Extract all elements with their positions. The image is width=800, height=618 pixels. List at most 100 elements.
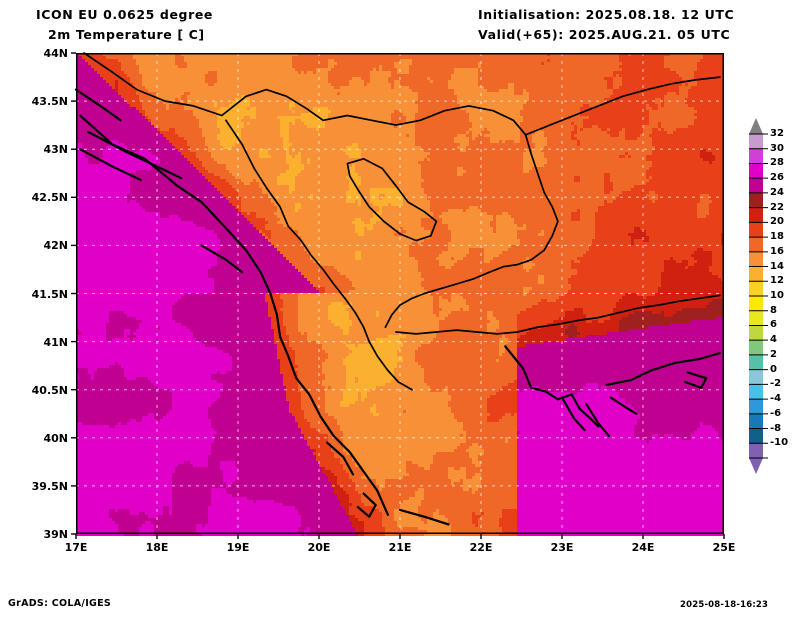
colorbar-tick-label: 20 (770, 216, 784, 228)
coastline (79, 148, 142, 182)
country-border (83, 52, 324, 122)
colorbar-tick-label: -6 (770, 407, 782, 419)
coastline (326, 441, 355, 476)
colorbar-tick-label: 14 (770, 260, 784, 272)
country-border (225, 119, 413, 391)
coastline (74, 88, 122, 122)
y-tick-label: 40.5N (31, 383, 68, 397)
y-tick-label: 41.5N (31, 287, 68, 301)
colorbar-tick-label: 16 (770, 245, 784, 257)
y-tick-label: 40N (43, 431, 68, 445)
colorbar-tick-label: 2 (770, 348, 777, 360)
colorbar-over-arrow (749, 118, 763, 134)
colorbar-band (749, 428, 763, 444)
colorbar-swatches (749, 118, 768, 474)
initialisation-label: Initialisation: 2025.08.18. 12 UTC (478, 7, 735, 22)
colorbar-tick-label: 28 (770, 157, 784, 169)
country-border (524, 76, 721, 136)
coastline (398, 508, 450, 526)
colorbar-band (749, 443, 763, 459)
colorbar-band (749, 148, 763, 165)
colorbar-band (749, 134, 763, 150)
colorbar-tick-label: -8 (770, 422, 782, 434)
colorbar-band (749, 296, 763, 312)
coastline (79, 114, 389, 516)
temperature-map-plot (71, 52, 725, 539)
colorbar-tick-label: 4 (770, 334, 777, 346)
x-tick-label: 22E (469, 541, 493, 554)
colorbar-tick-label: 18 (770, 231, 784, 243)
x-tick-label: 18E (145, 541, 169, 554)
colorbar-band (749, 251, 763, 268)
colorbar-tick-label: 10 (770, 290, 784, 301)
colorbar-band (749, 281, 763, 297)
colorbar-tick-label: 6 (770, 319, 777, 331)
colorbar-under-arrow (749, 458, 763, 474)
coastline (504, 345, 600, 428)
x-tick-label: 24E (631, 541, 655, 554)
colorbar-band (749, 325, 763, 341)
field-title: 2m Temperature [ C] (48, 27, 205, 42)
colorbar-band (749, 399, 763, 415)
valid-time-label: Valid(+65): 2025.AUG.21. 05 UTC (478, 27, 731, 42)
y-tick-label: 41N (43, 335, 68, 349)
temperature-field-svg (71, 52, 725, 539)
colorbar-band (749, 310, 763, 327)
colorbar-band (749, 178, 763, 194)
render-timestamp: 2025-08-18-16:23 (680, 600, 769, 610)
plot-frame (76, 53, 724, 534)
coastlines-and-borders (74, 52, 721, 526)
colorbar-tick-label: 26 (770, 172, 784, 184)
coastline (609, 396, 638, 415)
y-tick-label: 43.5N (31, 95, 68, 109)
colorbar-tick-label: 12 (770, 275, 784, 287)
y-tick-label: 42.5N (31, 191, 68, 205)
coastline (200, 244, 244, 274)
x-tick-label: 21E (388, 541, 412, 554)
country-border (597, 294, 721, 319)
coastline (356, 492, 377, 518)
colorbar-band (749, 413, 763, 430)
country-border (395, 316, 600, 335)
colorbar-separators (749, 133, 768, 459)
colorbar-band (749, 163, 763, 179)
colorbar-band (749, 384, 763, 400)
x-tick-label: 17E (64, 541, 88, 554)
colorbar-tick-label: -4 (770, 393, 782, 405)
colorbar: 32 30 28 26 24 22 20 18 16 14 12 10 8 6 4 2 0 -2 -4 -6 -8 -10 (744, 118, 800, 474)
coastline (684, 371, 708, 389)
y-tick-label: 39N (43, 528, 68, 541)
colorbar-tick-label: 32 (770, 128, 784, 139)
colorbar-band (749, 266, 763, 282)
y-tick-label: 39.5N (31, 479, 68, 493)
colorbar-band (749, 207, 763, 223)
coastline (87, 130, 183, 180)
x-tick-label: 19E (226, 541, 250, 554)
country-border (322, 105, 559, 329)
x-tick-label: 25E (712, 541, 736, 554)
colorbar-band (749, 192, 763, 209)
colorbar-tick-label: 30 (770, 142, 784, 154)
model-title: ICON EU 0.0625 degree (36, 7, 213, 22)
colorbar-band (749, 369, 763, 385)
x-tick-label: 20E (307, 541, 331, 554)
colorbar-band (749, 222, 763, 238)
colorbar-tick-label: 8 (770, 304, 777, 316)
coastline (585, 403, 611, 437)
colorbar-tick-label: -2 (770, 378, 782, 390)
coastline (605, 352, 721, 386)
y-tick-label: 44N (43, 47, 68, 60)
colorbar-band (749, 237, 763, 253)
colorbar-tick-label: -10 (770, 437, 789, 449)
colorbar-tick-label: 24 (770, 186, 784, 198)
country-border (346, 157, 438, 242)
y-tick-label: 42N (43, 239, 68, 253)
map-gridlines (76, 53, 724, 534)
axis-ticks (71, 52, 725, 539)
y-tick-label: 43N (43, 143, 68, 157)
x-tick-label: 23E (550, 541, 574, 554)
colorbar-band (749, 354, 763, 371)
colorbar-tick-label: 22 (770, 201, 784, 213)
temperature-raster (76, 53, 724, 536)
colorbar-tick-label: 0 (770, 363, 777, 375)
